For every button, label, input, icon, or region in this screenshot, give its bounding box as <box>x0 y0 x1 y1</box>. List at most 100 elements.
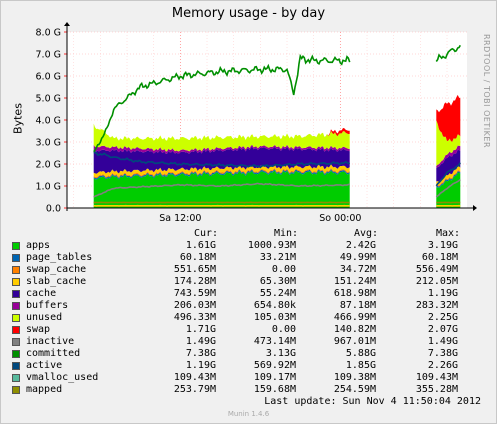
legend-value-max: 109.43M <box>415 372 458 383</box>
legend-value-min: 3.13G <box>265 348 296 359</box>
legend-swatch <box>12 242 20 250</box>
y-tick-label: 0.0 <box>46 204 61 215</box>
legend-row-unused: unused 496.33M 105.03M 466.99M 2.25G <box>12 312 482 324</box>
legend-column-header: Min: <box>274 228 299 239</box>
legend-series-name: buffers <box>26 300 69 311</box>
line-committed <box>435 44 461 62</box>
legend-value-avg: 967.01M <box>333 336 376 347</box>
x-tick-label: So 00:00 <box>319 213 361 224</box>
legend-value-cur: 496.33M <box>173 312 216 323</box>
legend-value-cur: 1.19G <box>185 360 216 371</box>
legend-value-min: 33.21M <box>259 252 296 263</box>
area-page_tables <box>93 168 350 180</box>
y-tick-label: 8.0 G <box>36 28 62 39</box>
legend-series-name: page_tables <box>26 252 93 263</box>
legend-row-slab_cache: slab_cache 174.28M 65.30M 151.24M 212.05M <box>12 276 482 288</box>
line-committed <box>93 53 351 153</box>
legend-value-max: 2.25G <box>427 312 458 323</box>
line-inactive <box>435 178 461 198</box>
legend-value-cur: 1.61G <box>185 240 216 251</box>
legend-series-name: cache <box>26 288 57 299</box>
y-tick-label: 4.0 G <box>36 116 62 127</box>
legend-value-max: 212.05M <box>415 276 458 287</box>
legend-swatch <box>12 314 20 322</box>
legend-series-name: swap <box>26 324 51 335</box>
legend-column-header: Cur: <box>194 228 219 239</box>
legend-value-cur: 60.18M <box>179 252 216 263</box>
line-active <box>435 162 461 187</box>
legend-row-mapped: mapped 253.79M 159.68M 254.59M 355.28M <box>12 384 482 396</box>
legend-value-avg: 49.99M <box>339 252 376 263</box>
legend-value-min: 654.80k <box>253 300 296 311</box>
area-buffers <box>93 144 350 154</box>
legend-row-active: active 1.19G 569.92M 1.85G 2.26G <box>12 360 482 372</box>
legend-swatch <box>12 266 20 274</box>
legend-series-name: slab_cache <box>26 276 87 287</box>
legend-row-page_tables: page_tables 60.18M 33.21M 49.99M 60.18M <box>12 252 482 264</box>
legend-series-name: apps <box>26 240 51 251</box>
legend-swatch <box>12 338 20 346</box>
legend-value-cur: 551.65M <box>173 264 216 275</box>
legend-value-max: 1.19G <box>427 288 458 299</box>
area-cache <box>436 149 461 182</box>
legend-series-name: vmalloc_used <box>26 372 99 383</box>
legend-value-cur: 109.43M <box>173 372 216 383</box>
legend-swatch <box>12 254 20 262</box>
legend-series-name: unused <box>26 312 63 323</box>
x-axis-arrow <box>473 205 477 211</box>
legend-value-min: 569.92M <box>253 360 296 371</box>
y-tick-label: 6.0 G <box>36 72 62 83</box>
legend-series-name: swap_cache <box>26 264 87 275</box>
legend-row-vmalloc_used: vmalloc_used 109.43M 109.17M 109.38M 109.43M <box>12 372 482 384</box>
legend-value-min: 109.17M <box>253 372 296 383</box>
y-tick-label: 3.0 G <box>36 138 62 149</box>
legend-value-max: 7.38G <box>427 348 458 359</box>
legend-value-max: 2.07G <box>427 324 458 335</box>
legend-value-max: 2.26G <box>427 360 458 371</box>
area-page_tables <box>436 171 461 188</box>
legend-value-avg: 151.24M <box>333 276 376 287</box>
munin-version: Munin 1.4.6 <box>227 410 270 418</box>
last-update: Last update: Sun Nov 4 11:50:04 2012 <box>264 396 481 407</box>
area-apps <box>93 170 350 208</box>
legend-value-cur: 206.03M <box>173 300 216 311</box>
area-slab_cache <box>93 164 350 178</box>
legend-value-cur: 743.59M <box>173 288 216 299</box>
legend-value-max: 3.19G <box>427 240 458 251</box>
legend-row-buffers: buffers 206.03M 654.80k 87.18M 283.32M <box>12 300 482 312</box>
area-buffers <box>436 145 461 169</box>
legend-series-name: inactive <box>26 336 75 347</box>
legend-value-avg: 87.18M <box>339 300 376 311</box>
area-unused <box>93 123 350 152</box>
legend-value-min: 159.68M <box>253 384 296 395</box>
x-tick-label: Sa 12:00 <box>159 213 201 224</box>
area-apps <box>436 172 461 208</box>
legend-value-avg: 34.72M <box>339 264 376 275</box>
area-unused <box>436 120 461 166</box>
area-swap <box>436 94 461 142</box>
legend-value-avg: 2.42G <box>345 240 376 251</box>
legend-swatch <box>12 290 20 298</box>
legend-value-min: 1000.93M <box>247 240 296 251</box>
legend-value-cur: 253.79M <box>173 384 216 395</box>
area-swap_cache <box>93 167 350 179</box>
legend-value-max: 283.32M <box>415 300 458 311</box>
line-active <box>93 151 351 169</box>
legend-value-min: 65.30M <box>259 276 296 287</box>
legend-value-min: 105.03M <box>253 312 296 323</box>
legend-swatch <box>12 386 20 394</box>
legend-column-header: Max: <box>436 228 461 239</box>
y-tick-label: 5.0 G <box>36 94 62 105</box>
legend-value-min: 0.00 <box>271 324 296 335</box>
legend-value-cur: 174.28M <box>173 276 216 287</box>
legend-swatch <box>12 350 20 358</box>
legend-value-avg: 5.88G <box>345 348 376 359</box>
legend-swatch <box>12 374 20 382</box>
legend-row-committed: committed 7.38G 3.13G 5.88G 7.38G <box>12 348 482 360</box>
legend-column-header: Avg: <box>354 228 379 239</box>
legend-row-apps: apps 1.61G 1000.93M 2.42G 3.19G <box>12 240 482 252</box>
rrdtool-credit: RRDTOOL / TOBI OETIKER <box>482 34 491 149</box>
legend-value-avg: 618.98M <box>333 288 376 299</box>
legend-value-max: 60.18M <box>421 252 458 263</box>
area-slab_cache <box>436 166 461 186</box>
